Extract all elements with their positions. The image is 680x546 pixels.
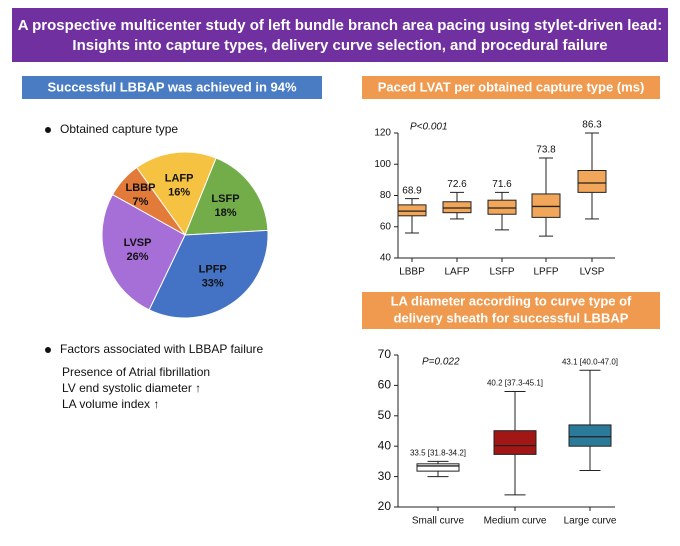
title: A prospective multicenter study of left … [18, 17, 663, 34]
y-tick-label: 20 [378, 499, 392, 513]
slice-label: LPFP [199, 263, 227, 275]
box [531, 193, 561, 218]
x-tick-label: LBBP [399, 267, 425, 278]
x-tick-label: LVSP [580, 267, 605, 278]
factor: Presence of Atrial fibrillation [62, 365, 210, 379]
banner-text: Paced LVAT per obtained capture type (ms… [378, 79, 645, 94]
box [397, 204, 427, 217]
y-tick-label: 50 [378, 408, 392, 422]
slice-value: 33% [202, 277, 224, 289]
y-tick-label: 40 [378, 438, 392, 452]
x-tick-label: Large curve [564, 516, 617, 527]
banner-text: delivery sheath for successful LBBAP [394, 310, 629, 325]
p-value: P=0.022 [422, 357, 460, 368]
x-tick-label: Small curve [412, 516, 465, 527]
box-label: 68.9 [402, 185, 422, 196]
y-tick-label: 70 [378, 347, 392, 361]
slice-value: 26% [127, 251, 149, 263]
box [568, 424, 612, 447]
slice-label: LSFP [211, 193, 239, 205]
y-tick-label: 120 [374, 128, 391, 139]
pie-slice [111, 166, 186, 236]
banner-text: Successful LBBAP was achieved in 94% [47, 79, 296, 94]
box-label: 72.6 [447, 179, 467, 190]
slice-value: 16% [168, 186, 190, 198]
slice-value: 7% [132, 196, 148, 208]
banner [362, 76, 660, 99]
title-banner [12, 8, 668, 62]
pie-slice [101, 193, 186, 311]
slice-value: 18% [214, 207, 236, 219]
y-tick-label: 60 [380, 221, 392, 232]
bullet-text: Obtained capture type [60, 122, 178, 136]
pie-slice [184, 157, 269, 236]
y-tick-label: 60 [378, 378, 392, 392]
box-label: 73.8 [536, 145, 556, 156]
box-label: 33.5 [31.8-34.2] [410, 449, 466, 458]
box [577, 170, 607, 193]
box [416, 463, 460, 472]
bullet-text: Factors associated with LBBAP failure [60, 342, 264, 356]
bullet [45, 347, 51, 353]
y-tick-label: 40 [380, 253, 392, 264]
box [487, 199, 517, 215]
slice-label: LAFP [165, 172, 194, 184]
slice-label: LBBP [125, 182, 155, 194]
x-tick-label: LAFP [444, 267, 469, 278]
banner [362, 292, 660, 329]
y-tick-label: 30 [378, 469, 392, 483]
banner-text: LA diameter according to curve type of [391, 293, 632, 308]
slice-label: LVSP [124, 237, 152, 249]
pie-slice [135, 151, 217, 237]
box [493, 430, 537, 455]
factor: LV end systolic diameter ↑ [62, 381, 201, 395]
box-label: 43.1 [40.0-47.0] [562, 357, 618, 366]
box-label: 86.3 [582, 120, 602, 131]
y-tick-label: 100 [374, 159, 391, 170]
banner [22, 76, 322, 99]
pie-slice [148, 229, 269, 319]
box-label: 40.2 [37.3-45.1] [487, 379, 543, 388]
factor: LA volume index ↑ [62, 397, 159, 411]
box-label: 71.6 [492, 179, 512, 190]
bullet [45, 127, 51, 133]
x-tick-label: LSFP [489, 267, 514, 278]
x-tick-label: Medium curve [484, 516, 547, 527]
title: Insights into capture types, delivery cu… [72, 37, 607, 54]
p-value: P<0.001 [410, 122, 448, 133]
y-tick-label: 80 [380, 190, 392, 201]
x-tick-label: LPFP [533, 267, 558, 278]
box [442, 201, 472, 214]
